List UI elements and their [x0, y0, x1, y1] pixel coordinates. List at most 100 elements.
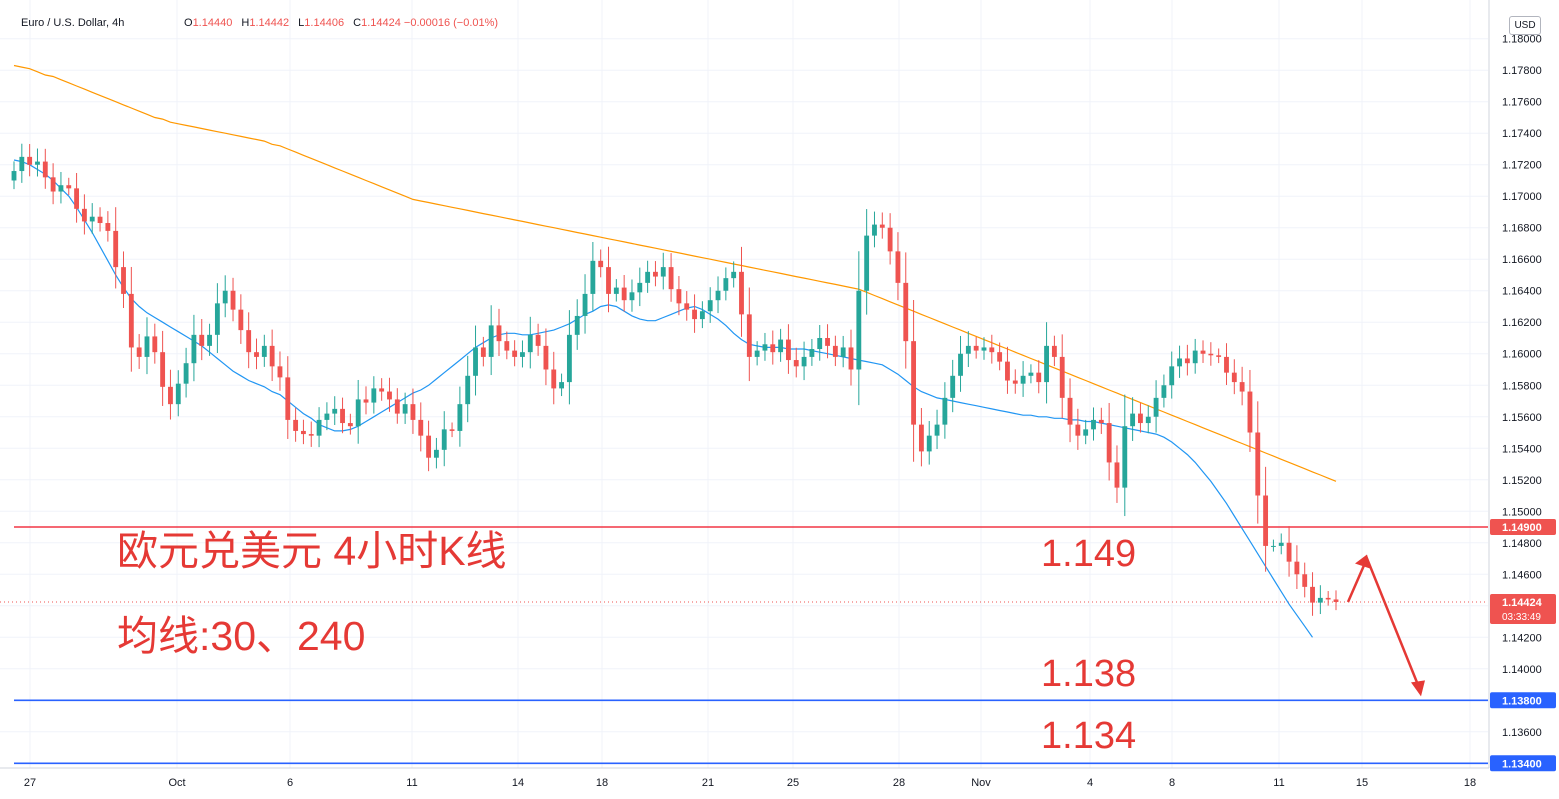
candle-body	[684, 303, 690, 310]
candle-body	[582, 293, 588, 316]
candle-down	[1059, 334, 1065, 419]
candle-down	[653, 261, 658, 287]
currency-badge[interactable]: USD	[1509, 16, 1541, 35]
candle-body	[1208, 353, 1214, 356]
candle-body	[1059, 356, 1065, 398]
candle-body	[1270, 545, 1276, 547]
candle-down	[793, 347, 799, 378]
candle-body	[113, 230, 119, 268]
candle-body	[520, 352, 525, 357]
candle-body	[1012, 380, 1018, 384]
candle-body	[340, 408, 345, 424]
candle-down	[168, 369, 173, 420]
y-tick-label: 1.15000	[1502, 506, 1542, 518]
candle-body	[1325, 597, 1331, 600]
candle-down	[1224, 343, 1229, 385]
candle-up	[817, 325, 823, 361]
x-tick-label: 18	[596, 777, 608, 789]
candle-up	[441, 411, 447, 467]
candle-down	[387, 377, 392, 412]
candle-down	[152, 323, 158, 364]
candle-body	[488, 325, 494, 357]
candle-body	[934, 424, 940, 436]
forecast-arrow-line	[1346, 555, 1423, 693]
candle-up	[1122, 394, 1128, 517]
candle-up	[872, 211, 877, 248]
candle-down	[293, 407, 299, 442]
candle-body	[35, 161, 40, 165]
candle-down	[81, 194, 87, 235]
candle-down	[598, 249, 604, 278]
candle-down	[1247, 369, 1253, 452]
candle-down	[1294, 545, 1300, 590]
candle-up	[11, 161, 17, 190]
candle-body	[1317, 597, 1323, 603]
candle-up	[950, 359, 956, 413]
x-tick-label: 4	[1087, 777, 1093, 789]
candle-body	[42, 161, 48, 178]
candle-body	[379, 388, 385, 392]
candle-body	[316, 419, 322, 436]
y-tick-label: 1.17600	[1502, 97, 1542, 109]
y-tick-label: 1.17200	[1502, 160, 1542, 172]
candle-up	[89, 203, 95, 234]
candle-body	[817, 337, 823, 350]
candle-down	[684, 291, 690, 321]
candle-body	[128, 293, 134, 348]
candle-down	[1286, 526, 1292, 577]
candle-body	[1310, 586, 1315, 603]
candle-body	[121, 267, 126, 294]
candle-body	[879, 224, 885, 228]
candle-body	[222, 290, 228, 304]
price-label-box	[1490, 593, 1556, 624]
candle-up	[214, 283, 220, 353]
y-tick-label: 1.14600	[1502, 569, 1542, 581]
candle-down	[1012, 369, 1018, 394]
price-axis[interactable]: 1.18000 1.17800 1.17600 1.17400 1.17200 1.170…	[1488, 0, 1556, 772]
y-tick-label: 1.16800	[1502, 223, 1542, 235]
symbol-title[interactable]: Euro / U.S. Dollar, 4h	[21, 17, 125, 29]
candle-up	[488, 305, 494, 376]
candle-body	[1106, 423, 1112, 463]
candle-body	[433, 449, 439, 458]
candle-body	[645, 271, 651, 283]
candle-body	[480, 347, 486, 357]
candle-down	[1184, 344, 1190, 376]
candle-down	[74, 173, 80, 223]
candle-up	[981, 337, 987, 360]
candle-body	[136, 347, 142, 357]
candle-up	[527, 316, 533, 369]
x-tick-label: Nov	[971, 777, 991, 789]
forecast-arrow	[1346, 554, 1425, 697]
candle-body	[449, 429, 455, 431]
y-tick-label: 1.13600	[1502, 727, 1542, 739]
candle-up	[402, 392, 408, 424]
candle-body	[746, 314, 752, 357]
candle-body	[989, 347, 995, 353]
time-axis[interactable]: 27 Oct 6 11 14 18 21 25 28 Nov 4 8 11 15 18	[0, 767, 1489, 789]
candle-body	[840, 347, 846, 357]
candle-body	[465, 375, 471, 405]
candle-down	[1106, 402, 1112, 481]
candle-up	[699, 301, 705, 329]
price-label: 1.13400	[1502, 758, 1542, 770]
x-tick-label: 27	[24, 777, 36, 789]
candle-body	[175, 383, 181, 405]
candle-down	[1231, 359, 1237, 395]
price-label-box	[1490, 755, 1556, 772]
ohlc-readout: O1.14440 H1.14442 L1.14406 C1.14424 −0.0…	[178, 17, 498, 29]
candle-down	[347, 413, 353, 435]
y-tick-label: 1.15200	[1502, 475, 1542, 487]
candle-down	[1114, 445, 1120, 503]
candle-body	[629, 292, 635, 301]
candle-down	[1310, 572, 1315, 616]
candle-down	[676, 276, 682, 316]
candle-body	[1145, 416, 1151, 424]
candle-down	[410, 388, 416, 434]
candle-body	[872, 224, 877, 236]
candle-body	[911, 341, 917, 425]
candle-down	[246, 312, 252, 369]
bar-countdown: 03:33:49	[1502, 612, 1541, 623]
candle-up	[559, 373, 564, 397]
